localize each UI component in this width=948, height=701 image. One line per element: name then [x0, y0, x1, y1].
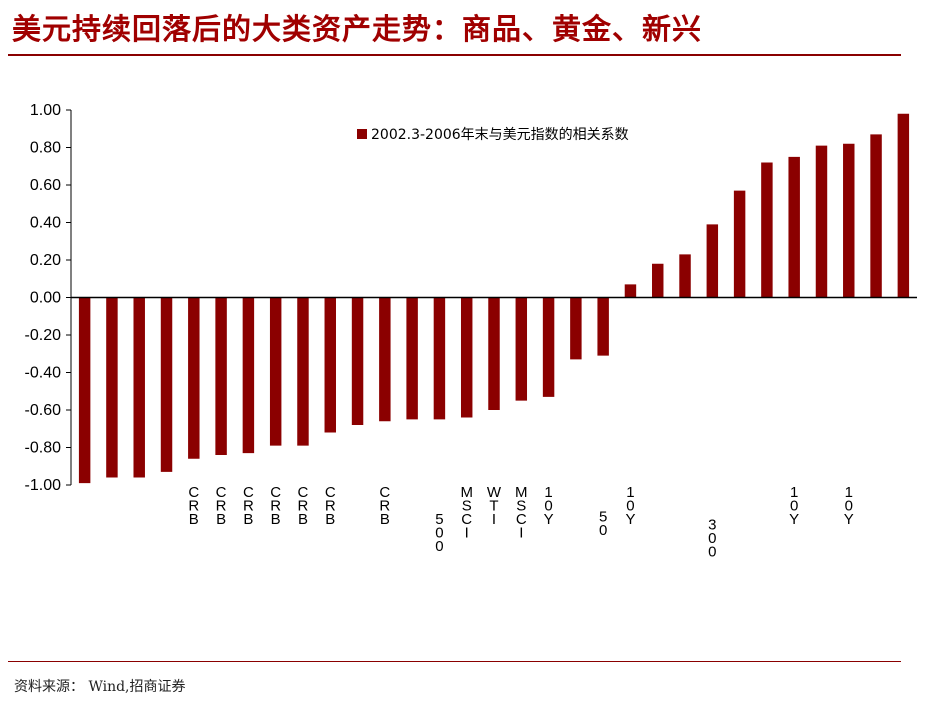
bar — [297, 297, 309, 446]
bar — [788, 156, 800, 298]
slide-title: 美元持续回落后的大类资产走势：商品、黄金、新兴 — [12, 12, 703, 46]
y-tick-label: -0.60 — [25, 402, 62, 419]
y-tick-label: 1.00 — [30, 102, 61, 119]
bar — [188, 297, 200, 459]
bar — [624, 284, 637, 298]
bar — [160, 297, 173, 472]
bar — [133, 297, 145, 478]
bar — [460, 297, 473, 418]
y-tick-label: 0.20 — [30, 252, 61, 269]
bar — [761, 162, 773, 298]
bar — [597, 297, 609, 356]
bar — [652, 263, 664, 298]
bar — [843, 143, 855, 298]
bar — [488, 297, 500, 410]
source-note: 资料来源： Wind,招商证券 — [14, 679, 186, 695]
y-tick-label: 0.40 — [30, 215, 61, 232]
bar — [351, 297, 364, 425]
y-tick-label: -0.40 — [25, 365, 62, 382]
bar — [733, 190, 746, 298]
title-divider — [8, 54, 901, 56]
bar — [542, 297, 555, 397]
y-tick-label: -0.80 — [25, 440, 62, 457]
bar — [406, 297, 418, 420]
bar — [433, 297, 446, 420]
bars — [78, 113, 910, 484]
bar — [897, 113, 910, 298]
bar — [106, 297, 118, 478]
bar — [324, 297, 336, 433]
bar — [679, 254, 691, 298]
bar — [706, 224, 719, 298]
legend-swatch — [357, 129, 367, 139]
legend: 2002.3-2006年末与美元指数的相关系数 — [357, 127, 629, 143]
bar — [515, 297, 528, 401]
bar — [242, 297, 255, 454]
bar — [269, 297, 282, 446]
bar — [815, 145, 828, 298]
y-tick-label: 0.00 — [30, 290, 61, 307]
bar — [78, 297, 91, 484]
bar — [215, 297, 227, 455]
y-axis: -1.00 -0.80 -0.60 -0.40 -0.20 0.00 0.20 0.40 0.6… — [25, 102, 72, 494]
y-tick-label: -0.20 — [25, 327, 62, 344]
bar — [870, 134, 882, 298]
y-tick-label: 0.60 — [30, 177, 61, 194]
y-tick-label: -1.00 — [25, 477, 62, 494]
bar — [379, 297, 391, 422]
legend-label: 2002.3-2006年末与美元指数的相关系数 — [371, 127, 629, 143]
y-tick-label: 0.80 — [30, 140, 61, 157]
footer-divider — [8, 661, 901, 662]
bar — [570, 297, 582, 360]
category-labels: C R B C R B C R B C R B C R B C R B C R B 5 0 0 M S C I W T I M S C I 1 0 Y 5 0… — [188, 484, 853, 560]
